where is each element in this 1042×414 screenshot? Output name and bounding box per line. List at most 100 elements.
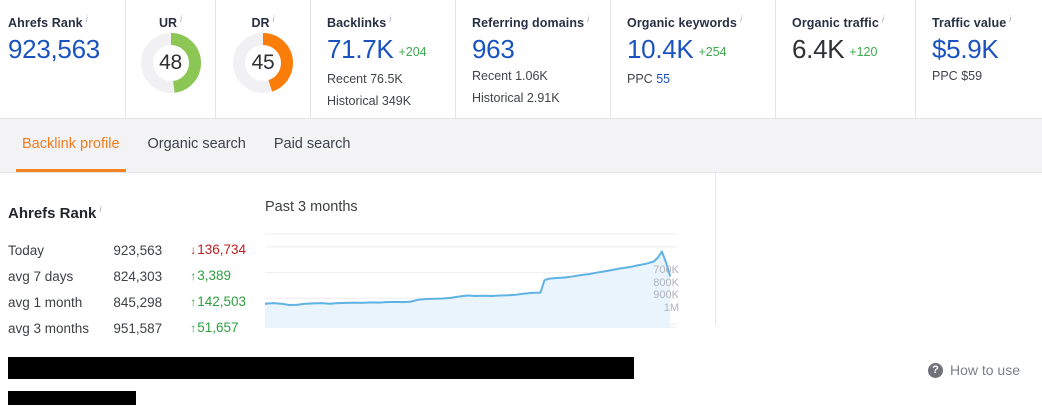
sub-label: Recent xyxy=(327,72,367,87)
info-icon[interactable]: i xyxy=(85,14,88,24)
row-value: 845,298 xyxy=(113,294,163,310)
metric-value-text[interactable]: $5.9K xyxy=(932,34,999,65)
y-tick-label: 700K xyxy=(653,264,679,276)
metric-label-text: Organic traffic xyxy=(792,16,879,31)
tab-bar: Backlink profile Organic search Paid sea… xyxy=(0,119,1042,173)
row-change: ↑3,389 xyxy=(162,263,246,289)
row-value: 824,303 xyxy=(113,268,163,284)
chart-line xyxy=(265,250,671,306)
metric-card-ahrefs-rank: Ahrefs Rank i 923,563 xyxy=(0,0,125,118)
metric-value-text[interactable]: 71.7K xyxy=(327,34,394,65)
sub-value: 2.91K xyxy=(526,91,560,106)
row-change: ↑142,503 xyxy=(162,289,246,315)
how-to-use-link[interactable]: ? How to use xyxy=(927,362,1020,378)
sub-value[interactable]: 55 xyxy=(656,72,671,87)
info-icon[interactable]: i xyxy=(1009,14,1012,24)
metric-label-text: Traffic value xyxy=(932,16,1007,31)
change-up: ↑142,503 xyxy=(190,294,246,309)
row-label: avg 7 days xyxy=(8,268,74,284)
redaction-bar-primary xyxy=(8,357,634,379)
tab-organic-search[interactable]: Organic search xyxy=(147,136,246,152)
metric-sub-historical-backlinks: Historical 349K xyxy=(327,92,455,111)
tab-backlink-profile[interactable]: Backlink profile xyxy=(8,119,134,172)
tab-paid-search[interactable]: Paid search xyxy=(273,136,351,152)
chart-area-fill xyxy=(265,251,670,328)
metric-delta-organic-keywords: +254 xyxy=(698,45,727,60)
sub-label: Historical xyxy=(472,91,524,106)
metric-value-text[interactable]: 10.4K xyxy=(627,34,694,65)
arrow-down-icon: ↓ xyxy=(190,243,197,257)
gauge-domain-rating: DR i 45 xyxy=(216,12,310,94)
info-icon[interactable]: i xyxy=(272,14,275,24)
metric-card-referring-domains: Referring domains i 963 Recent 1.06K Hist… xyxy=(455,0,610,118)
sub-value: 1.06K xyxy=(515,69,548,84)
row-value: 951,587 xyxy=(113,320,163,336)
change-up: ↑51,657 xyxy=(190,320,238,335)
y-tick-label: 800K xyxy=(653,276,679,289)
row-label: avg 3 months xyxy=(8,320,90,336)
arrow-up-icon: ↑ xyxy=(190,295,197,309)
chart-y-axis-labels: 700K 800K 900K 1M xyxy=(639,264,679,314)
metric-card-organic-keywords: Organic keywords i 10.4K +254 PPC 55 xyxy=(610,0,775,118)
metric-label-domain-rating: DR i xyxy=(251,12,274,30)
metric-value-traffic-value: $5.9K xyxy=(932,34,1042,64)
sub-value: 76.5K xyxy=(370,72,403,87)
metric-value-backlinks: 71.7K +204 xyxy=(327,34,455,67)
table-row: avg 3 months 951,587 ↑51,657 xyxy=(8,315,246,341)
y-tick-label: 1M xyxy=(663,301,679,314)
redaction-bar-secondary xyxy=(8,391,136,405)
row-change: ↓136,734 xyxy=(162,237,246,263)
ahrefs-rank-panel: Ahrefs Rank i Today 923,563 ↓136,734 avg … xyxy=(8,200,248,341)
tab-list: Backlink profile Organic search Paid sea… xyxy=(8,119,364,172)
metric-value-referring-domains: 963 xyxy=(472,34,610,64)
donut-gauge-dr-svg xyxy=(233,33,293,94)
sub-value: 349K xyxy=(381,94,412,109)
arrow-up-icon: ↑ xyxy=(190,269,197,283)
metrics-strip: Ahrefs Rank i 923,563 UR i 48 DR i xyxy=(0,0,1042,119)
sub-label: Recent xyxy=(472,69,512,84)
gauge-value-dr: 45 xyxy=(251,51,275,75)
info-icon[interactable]: i xyxy=(881,14,885,24)
sub-label: PPC xyxy=(932,69,958,84)
change-up: ↑3,389 xyxy=(190,268,231,283)
metric-sub-recent-refdomains: Recent 1.06K xyxy=(472,67,610,86)
change-text: 3,389 xyxy=(197,268,231,283)
info-icon[interactable]: i xyxy=(739,14,743,24)
panel-title-text: Ahrefs Rank xyxy=(8,205,97,222)
info-icon[interactable]: i xyxy=(180,14,183,24)
info-icon[interactable]: i xyxy=(99,204,102,214)
metric-card-domain-rating: DR i 45 xyxy=(215,0,310,118)
metric-label-text: Ahrefs Rank xyxy=(8,16,83,31)
metric-card-backlinks: Backlinks i 71.7K +204 Recent 76.5K Histor… xyxy=(310,0,455,118)
arrow-up-icon: ↑ xyxy=(190,321,197,335)
change-text: 51,657 xyxy=(197,320,239,335)
metric-label-backlinks: Backlinks i xyxy=(327,12,455,30)
metric-value-ahrefs-rank: 923,563 xyxy=(8,34,100,65)
info-icon[interactable]: i xyxy=(389,14,392,24)
metric-value-text[interactable]: 963 xyxy=(472,34,515,65)
rank-history-chart-panel: Past 3 months 700K 800K 900K 1M xyxy=(265,198,695,328)
gauge-value-ur: 48 xyxy=(159,51,182,75)
metric-delta-organic-traffic: +120 xyxy=(849,45,878,60)
gauge-url-rating: UR i 48 xyxy=(126,12,215,94)
vertical-divider xyxy=(715,172,716,325)
rank-history-chart[interactable]: 700K 800K 900K 1M xyxy=(265,230,679,328)
row-label: Today xyxy=(8,242,45,258)
info-icon[interactable]: i xyxy=(587,14,590,24)
metric-label-ahrefs-rank: Ahrefs Rank i xyxy=(8,12,125,30)
metric-card-url-rating: UR i 48 xyxy=(125,0,215,118)
donut-gauge-ur: 48 xyxy=(140,32,202,94)
row-value: 923,563 xyxy=(113,242,163,258)
ahrefs-rank-table: Today 923,563 ↓136,734 avg 7 days 824,30… xyxy=(8,237,246,341)
main-content: Ahrefs Rank i Today 923,563 ↓136,734 avg … xyxy=(0,172,1042,414)
metric-label-text: UR xyxy=(158,16,178,31)
sub-value: $59 xyxy=(961,69,983,84)
change-down: ↓136,734 xyxy=(190,242,246,257)
chart-title: Past 3 months xyxy=(265,199,358,215)
metric-value-text: 6.4K xyxy=(792,34,845,65)
metric-label-referring-domains: Referring domains i xyxy=(472,12,610,30)
panel-title-ahrefs-rank: Ahrefs Rank i xyxy=(8,200,248,223)
metric-label-organic-keywords: Organic keywords i xyxy=(627,12,775,30)
metric-value-organic-keywords: 10.4K +254 xyxy=(627,34,775,67)
